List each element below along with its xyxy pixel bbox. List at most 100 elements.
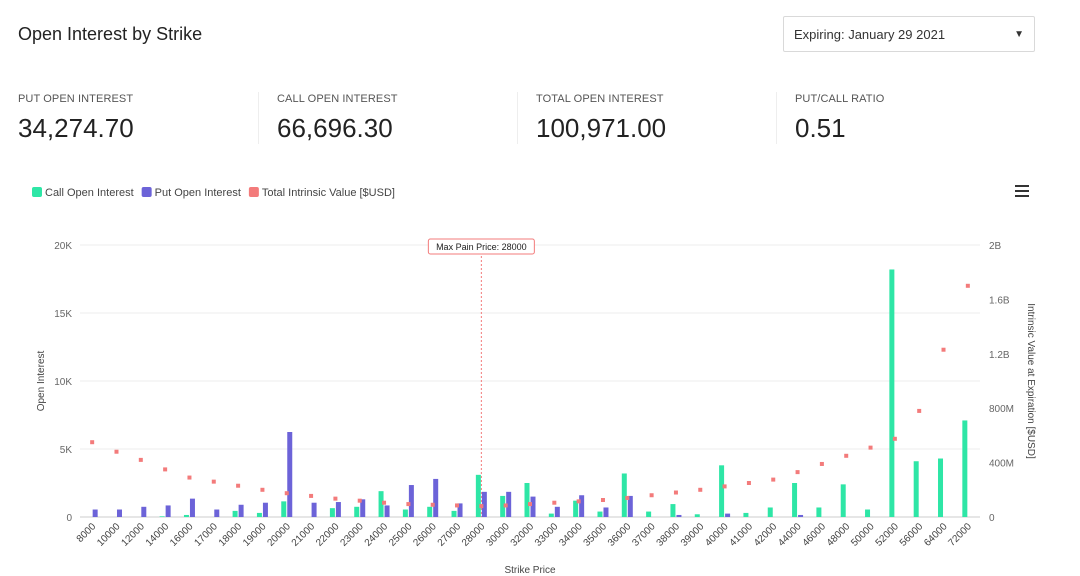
call-bar-34000: [573, 500, 579, 517]
call-bar-72000: [962, 420, 968, 517]
max-pain-label: Max Pain Price: 28000: [436, 242, 527, 252]
x-tick-label: 19000: [241, 521, 269, 549]
stat-label: PUT/CALL RATIO: [795, 93, 885, 105]
caret-down-icon: ▼: [1014, 29, 1024, 40]
intrinsic-point-41000: [746, 481, 751, 485]
stat-call-open-interest: CALL OPEN INTEREST 66,696.30: [277, 93, 398, 144]
y-tick-label: 5K: [60, 445, 73, 456]
intrinsic-point-16000: [187, 475, 192, 480]
x-tick-label: 12000: [119, 521, 147, 549]
open-interest-chart: Call Open Interest Put Open Interest Total…: [32, 187, 1036, 576]
call-bar-23000: [354, 506, 360, 517]
expiry-dropdown[interactable]: Expiring: January 29 2021 ▼: [783, 16, 1035, 52]
x-tick-label: 42000: [752, 521, 780, 549]
call-bar-24000: [378, 491, 384, 517]
x-tick-label: 48000: [825, 521, 853, 549]
call-bar-52000: [889, 269, 895, 517]
x-tick-label: 72000: [947, 521, 975, 549]
put-bar-19000: [262, 502, 268, 517]
y-tick-label: 20K: [54, 241, 72, 252]
y2-tick-label: 2B: [989, 241, 1002, 252]
x-tick-label: 38000: [655, 521, 683, 549]
y2-tick-label: 0: [989, 513, 995, 524]
put-bar-32000: [530, 496, 536, 517]
call-bar-20000: [281, 501, 287, 517]
call-bar-50000: [865, 509, 871, 517]
x-tick-label: 56000: [898, 521, 926, 549]
call-bar-56000: [913, 461, 919, 517]
hamburger-menu-icon[interactable]: [1015, 182, 1029, 200]
x-tick-label: 25000: [387, 521, 415, 549]
intrinsic-point-64000: [941, 347, 946, 352]
x-tick-label: 27000: [436, 521, 464, 549]
intrinsic-point-42000: [771, 477, 776, 482]
call-bar-26000: [427, 506, 433, 517]
put-bar-25000: [408, 485, 414, 517]
legend-swatch-0: [32, 187, 42, 197]
x-tick-label: 52000: [874, 521, 902, 549]
intrinsic-point-38000: [673, 490, 678, 495]
intrinsic-point-33000: [552, 500, 557, 505]
intrinsic-point-34000: [576, 499, 581, 504]
call-bar-42000: [767, 507, 773, 517]
y2-axis-title: Intrinsic Value at Expiration [$USD]: [1025, 303, 1036, 459]
legend-swatch-1: [141, 187, 152, 197]
call-bar-28000: [475, 474, 481, 517]
intrinsic-point-30000: [503, 503, 508, 508]
put-bar-28000: [481, 491, 487, 517]
stat-label: PUT OPEN INTEREST: [18, 93, 134, 105]
intrinsic-point-12000: [138, 457, 143, 462]
intrinsic-point-56000: [917, 408, 922, 413]
y-axis-title: Open Interest: [36, 350, 47, 411]
x-tick-label: 39000: [679, 521, 707, 549]
x-tick-label: 41000: [728, 521, 756, 549]
call-bar-46000: [816, 507, 822, 517]
x-tick-label: 30000: [484, 521, 512, 549]
call-bar-40000: [719, 465, 725, 517]
put-bar-20000: [287, 432, 293, 517]
call-bar-37000: [646, 511, 652, 517]
x-tick-label: 20000: [265, 521, 293, 549]
legend-label-2: Total Intrinsic Value [$USD]: [262, 187, 395, 199]
stat-label: TOTAL OPEN INTEREST: [536, 93, 664, 105]
x-tick-label: 33000: [533, 521, 561, 549]
call-bar-44000: [792, 483, 798, 517]
stat-put-call-ratio: PUT/CALL RATIO 0.51: [795, 93, 884, 144]
x-axis-title: Strike Price: [504, 565, 556, 576]
put-bar-23000: [360, 499, 366, 517]
stat-value: 34,274.70: [18, 113, 134, 143]
x-tick-label: 10000: [95, 521, 123, 549]
x-tick-label: 35000: [582, 521, 610, 549]
put-bar-22000: [335, 502, 341, 517]
y2-tick-label: 1.6B: [989, 295, 1010, 306]
call-bar-22000: [329, 508, 335, 517]
x-tick-label: 32000: [509, 521, 537, 549]
put-bar-24000: [384, 505, 390, 517]
intrinsic-point-48000: [844, 453, 849, 458]
put-bar-36000: [627, 495, 633, 517]
intrinsic-point-32000: [528, 502, 532, 507]
legend-label-1: Put Open Interest: [155, 187, 241, 199]
call-bar-64000: [938, 458, 944, 517]
stat-value: 66,696.30: [277, 113, 393, 143]
call-bar-27000: [451, 510, 457, 517]
intrinsic-point-17000: [211, 479, 216, 484]
call-bar-48000: [840, 484, 846, 517]
intrinsic-point-10000: [114, 449, 119, 454]
put-bar-38000: [676, 514, 682, 517]
y2-tick-label: 1.2B: [989, 350, 1010, 361]
call-bar-41000: [743, 512, 749, 517]
stat-total-open-interest: TOTAL OPEN INTEREST 100,971.00: [536, 93, 666, 144]
stat-divider: [258, 92, 259, 144]
intrinsic-point-39000: [698, 487, 703, 492]
intrinsic-point-44000: [795, 470, 800, 475]
call-bar-36000: [621, 473, 627, 517]
intrinsic-point-52000: [892, 436, 897, 441]
put-bar-30000: [506, 491, 512, 517]
put-bar-16000: [189, 498, 195, 517]
expiry-dropdown-label: Expiring: January 29 2021: [794, 27, 946, 42]
stat-divider: [776, 92, 777, 144]
y-tick-label: 15K: [54, 309, 72, 320]
intrinsic-point-28000: [479, 504, 484, 509]
put-bar-33000: [554, 506, 560, 517]
